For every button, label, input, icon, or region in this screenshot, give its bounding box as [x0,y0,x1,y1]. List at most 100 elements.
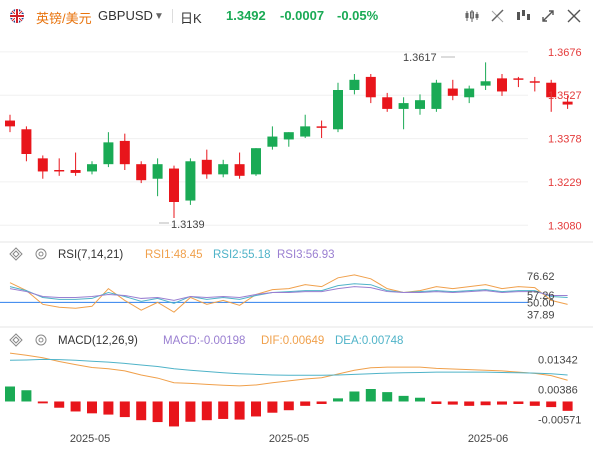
candle-body [152,164,163,179]
macd-axis: 0.01342 0.00386 -0.00571 [538,355,581,427]
candle-body [185,161,196,201]
price-change: -0.0007 [280,8,325,23]
macd-bar [119,401,130,418]
rsi-lines [9,274,568,313]
period-selector[interactable]: 日K [180,11,202,26]
candle-body [349,79,360,90]
candle-body [447,88,458,96]
candle-body [54,170,65,172]
macd-bar [431,401,442,404]
candle-body [70,170,81,173]
price-axis: 1.3676 1.3527 1.3378 1.3229 1.3080 [548,47,582,232]
candles [5,62,573,218]
macd-bar [169,401,179,427]
macd-bar [152,401,163,423]
rsi3-value: RSI3:56.93 [277,249,335,261]
macd-bar [546,401,557,408]
pair-symbol[interactable]: GBPUSD [98,8,153,23]
candle-body [234,164,245,176]
macd-tick-label: 0.01342 [538,355,578,367]
candle-body [513,78,524,80]
candle-body [300,126,311,137]
candle-body [333,90,343,130]
candle-settings-icon[interactable] [463,7,481,25]
candle-body [529,81,540,83]
candle-body [37,158,48,172]
price-tick-label: 1.3378 [548,134,582,146]
candle-body [5,120,15,127]
macd-histogram [5,386,573,427]
price-change-pct: -0.05% [337,8,379,23]
candle-body [169,168,179,202]
rsi-series-line [9,286,568,301]
rsi-header: RSI(7,14,21) RSI1:48.45 RSI2:55.18 RSI3:… [9,247,335,261]
macd-title: MACD(12,26,9) [58,335,138,347]
collapse-icon[interactable] [9,247,23,261]
dif-value: DIF:0.00649 [261,335,324,347]
candle-body [398,103,409,109]
compare-icon[interactable] [539,7,557,25]
macd-bar [103,401,114,415]
collapse-icon[interactable] [9,333,23,347]
high-label: 1.3617 [403,52,437,64]
low-annotation: 1.3139 [159,219,205,231]
macd-bar [300,401,311,406]
time-tick-label: 2025-06 [468,433,508,445]
candle-body [136,164,147,181]
macd-bar [529,401,540,406]
price-gridlines [0,51,528,226]
candle-body [382,97,393,109]
macd-bar [218,401,229,419]
macd-bar [333,398,343,402]
low-label: 1.3139 [171,219,205,231]
macd-bar [562,401,573,411]
candle-body [546,82,557,98]
chart-header: 英镑/美元 GBPUSD ▼ 日K 1.3492 -0.0007 -0.05% [0,0,593,32]
indicator-icon[interactable] [514,7,532,25]
price-tick-label: 1.3527 [548,90,582,102]
candle-body [103,142,114,165]
time-tick-label: 2025-05 [70,433,110,445]
settings-icon[interactable] [35,334,47,346]
macd-bar [415,397,425,402]
macd-header: MACD(12,26,9) MACD:-0.00198 DIF:0.00649 … [9,333,403,347]
price-tick-label: 1.3229 [548,177,582,189]
price-tick-label: 1.3676 [548,47,582,59]
candle-body [283,132,294,140]
macd-bar [136,401,147,421]
macd-bar [480,401,491,406]
macd-bar [201,401,212,421]
rsi2-value: RSI2:55.18 [213,249,271,261]
macd-bar [398,395,409,402]
macd-bar [283,401,294,411]
rsi-tick-label: 76.62 [527,271,555,283]
dea-value: DEA:0.00748 [335,335,403,347]
candle-body [464,88,475,98]
candle-body [87,164,97,172]
rsi-series-line [9,283,568,304]
rsi-tick-label: 50.00 [527,297,555,309]
macd-bar [267,401,278,413]
rsi-series-line [9,274,568,313]
macd-signal-line [9,358,568,376]
candle-body [431,82,442,109]
macd-bar [37,401,48,404]
macd-tick-label: 0.00386 [538,384,578,396]
fullscreen-icon[interactable] [565,7,583,25]
ruler-icon[interactable] [489,7,507,25]
candle-body [562,101,573,105]
candle-body [316,126,327,128]
rsi1-value: RSI1:48.45 [145,249,203,261]
settings-icon[interactable] [35,248,47,260]
dropdown-caret-icon[interactable]: ▼ [154,11,164,22]
candle-body [497,78,507,92]
candle-body [201,159,212,175]
high-annotation: 1.3617 [403,52,455,64]
macd-bar [382,392,393,402]
macd-bar [54,401,65,408]
rsi-tick-label: 57.26 [527,290,555,302]
pair-name-cn[interactable]: 英镑/美元 [36,11,92,26]
rsi-tick-label: 37.89 [527,309,555,321]
